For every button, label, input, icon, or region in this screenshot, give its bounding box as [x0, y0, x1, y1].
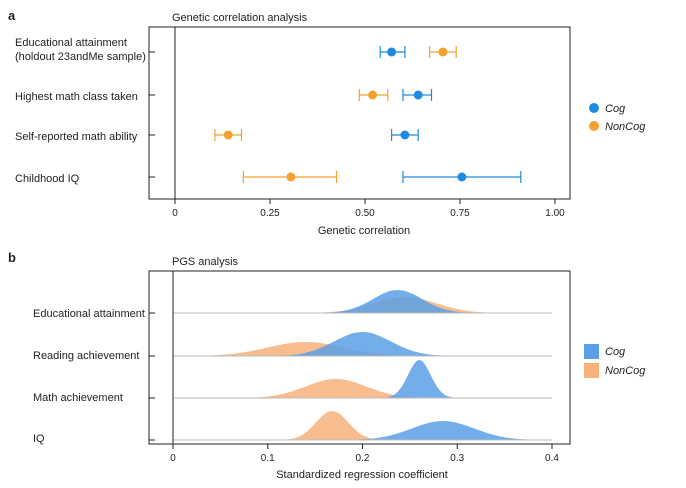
panel-b-xtick-label: 0.3 — [450, 453, 464, 464]
panel-b-legend-label: NonCog — [605, 365, 646, 377]
panel-a-letter: a — [8, 8, 16, 23]
panel-b-density-noncog — [173, 297, 552, 313]
panel-b-cat-label-2: Reading achievement — [33, 350, 139, 362]
panel-b-ridges — [173, 290, 552, 441]
panel-a: a Genetic correlation analysis Education… — [8, 8, 646, 237]
panel-a-point — [286, 172, 296, 182]
panel-a-title: Genetic correlation analysis — [172, 12, 308, 24]
panel-a-legend: Cog NonCog — [589, 103, 646, 133]
panel-b-legend-swatch — [584, 363, 599, 378]
panel-a-xtick-label: 0 — [172, 208, 178, 219]
panel-b-xtick-label: 0.1 — [261, 453, 275, 464]
panel-a-point — [387, 47, 397, 57]
panel-a-x-axis-title: Genetic correlation — [318, 225, 410, 237]
panel-a-point — [438, 47, 448, 57]
panel-b-xtick-label: 0.2 — [356, 453, 370, 464]
panel-b-density-noncog — [173, 342, 552, 356]
panel-b-density-cog — [173, 290, 552, 313]
panel-a-cat-label-4: Childhood IQ — [15, 173, 80, 185]
panel-b-legend-swatch — [584, 344, 599, 359]
panel-a-legend-label: NonCog — [605, 121, 646, 133]
panel-a-legend-swatch — [589, 121, 599, 131]
panel-a-point — [223, 130, 233, 140]
panel-a-legend-swatch — [589, 103, 599, 113]
panel-b-x-axis-title: Standardized regression coefficient — [276, 469, 448, 481]
panel-b: b PGS analysis Educational attainment Re… — [8, 250, 646, 481]
panel-b-legend: Cog NonCog — [584, 344, 646, 378]
panel-a-xtick-label: 1.00 — [545, 208, 565, 219]
panel-b-letter: b — [8, 250, 16, 265]
panel-b-cat-label-4: IQ — [33, 433, 45, 445]
panel-b-cat-label-1: Educational attainment — [33, 308, 145, 320]
panel-b-x-axis: 0 0.1 0.2 0.3 0.4 — [170, 444, 559, 464]
panel-a-legend-label: Cog — [605, 103, 626, 115]
panel-b-density-noncog — [173, 379, 552, 398]
panel-a-xtick-label: 0.25 — [260, 208, 280, 219]
panel-b-xtick-label: 0 — [170, 453, 176, 464]
panel-a-frame — [148, 26, 571, 200]
panel-b-xtick-label: 0.4 — [545, 453, 559, 464]
panel-a-point — [457, 172, 467, 182]
panel-a-point — [413, 90, 423, 100]
panel-a-point — [400, 130, 410, 140]
panel-a-xtick-label: 0.75 — [450, 208, 470, 219]
panel-b-legend-label: Cog — [605, 346, 626, 358]
panel-b-frame — [148, 270, 571, 445]
panel-a-cat-label-2: Highest math class taken — [15, 91, 138, 103]
panel-b-density-cog — [173, 421, 552, 440]
panel-a-x-axis: 0 0.25 0.50 0.75 1.00 — [172, 199, 565, 219]
panel-b-title: PGS analysis — [172, 256, 239, 268]
panel-b-cat-label-3: Math achievement — [33, 392, 123, 404]
panel-a-marks — [214, 46, 522, 183]
panel-b-density-cog — [173, 332, 552, 356]
panel-a-xtick-label: 0.50 — [355, 208, 375, 219]
panel-a-point — [368, 90, 378, 100]
panel-a-cat-label-3: Self-reported math ability — [15, 131, 138, 143]
panel-a-cat-label-1: Educational attainment (holdout 23andMe … — [15, 37, 146, 63]
